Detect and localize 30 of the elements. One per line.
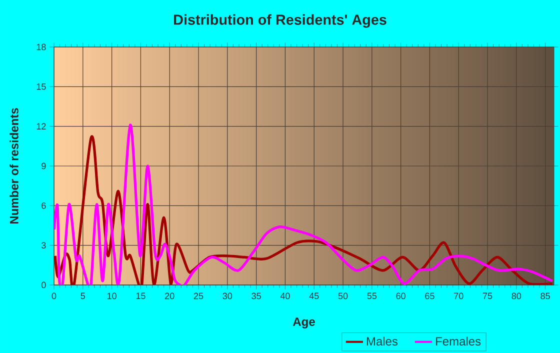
y-axis-title: Number of residents	[10, 108, 18, 224]
x-tick-label: 10	[107, 292, 116, 300]
y-tick-label: 6	[42, 202, 46, 209]
x-tick-label: 40	[280, 292, 290, 300]
legend-label: Females	[436, 336, 481, 346]
x-tick-label: 50	[338, 292, 348, 300]
x-tick-label: 15	[136, 292, 146, 300]
x-tick-label: 30	[222, 292, 232, 300]
y-tick-label: 9	[42, 162, 46, 170]
x-tick-label: 5	[80, 292, 86, 300]
x-tick-label: 0	[52, 292, 56, 300]
x-tick-label: 35	[252, 292, 261, 300]
x-tick-label: 85	[540, 292, 550, 300]
x-axis-title: Age	[292, 318, 315, 328]
x-tick-label: 20	[165, 292, 174, 300]
y-tick-label: 12	[36, 123, 46, 130]
x-tick-label: 80	[512, 292, 522, 300]
y-tick-label: 18	[36, 44, 46, 50]
x-tick-label: 70	[454, 292, 464, 300]
y-tick-label: 3	[42, 242, 46, 249]
y-tick-label: 15	[36, 84, 46, 90]
chart-title: Distribution of Residents' Ages	[174, 14, 386, 28]
x-tick-label: 45	[309, 292, 319, 300]
x-tick-label: 60	[396, 292, 406, 300]
y-tick-label: 0	[42, 282, 46, 288]
x-tick-label: 55	[367, 292, 377, 300]
x-tick-label: 75	[482, 292, 492, 300]
x-tick-label: 25	[194, 292, 204, 300]
legend-label: Males	[366, 336, 398, 346]
x-tick-label: 65	[425, 292, 434, 300]
